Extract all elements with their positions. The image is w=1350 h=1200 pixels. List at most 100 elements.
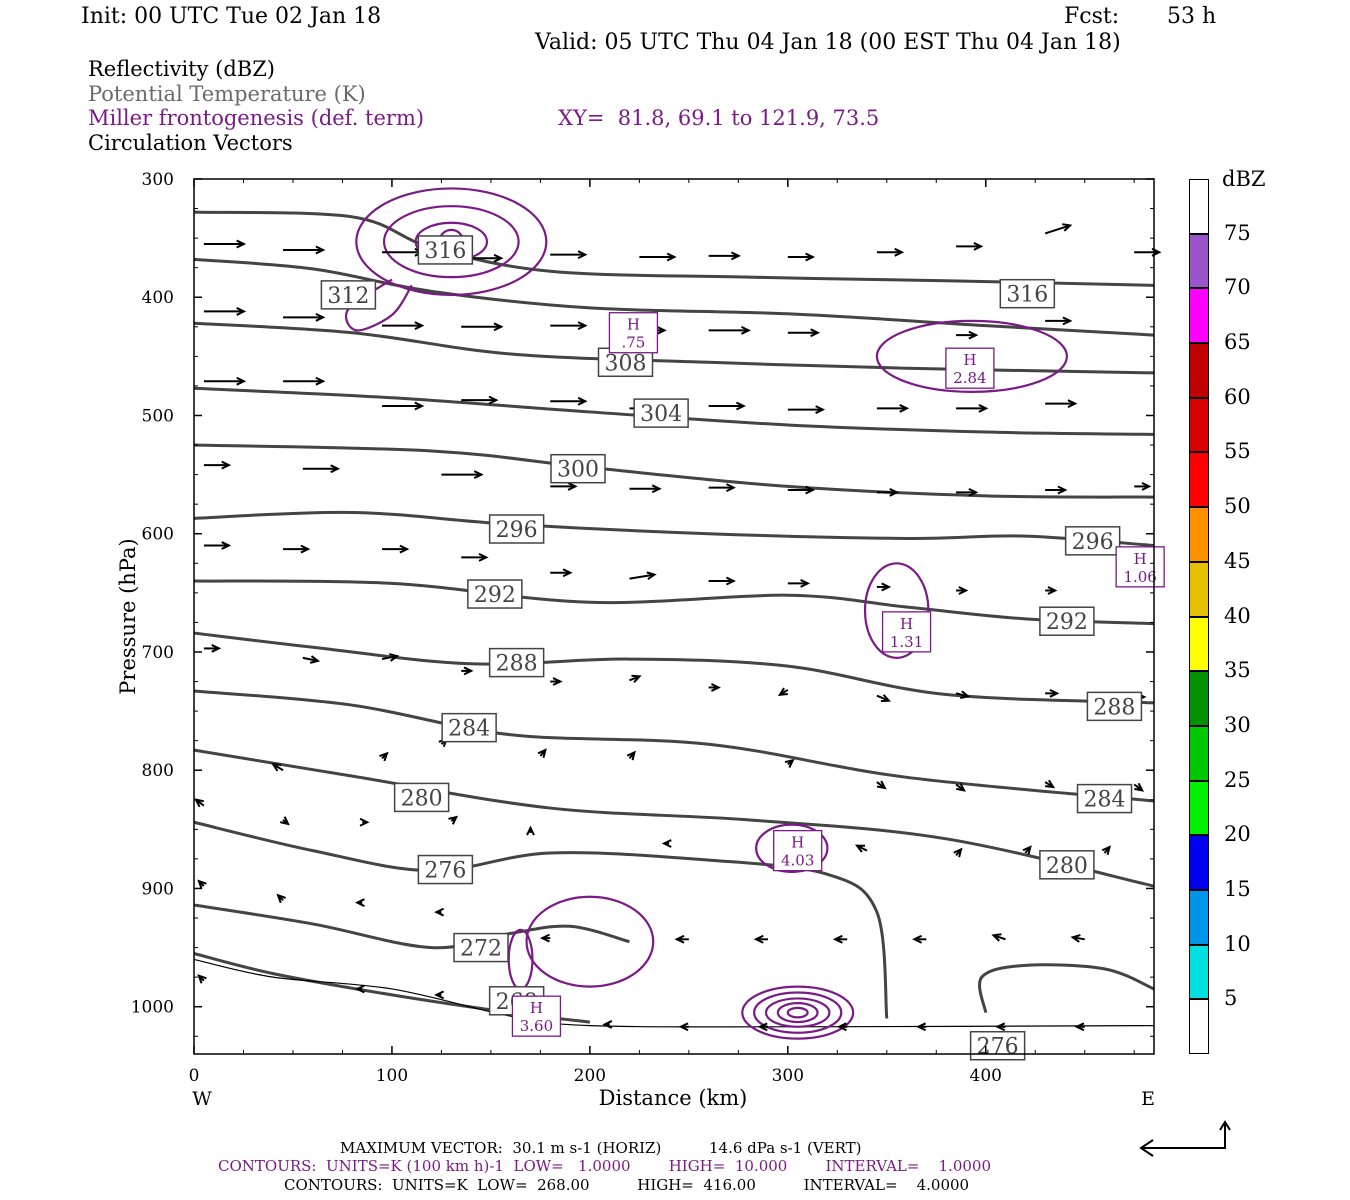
- vector-head: [784, 758, 795, 768]
- theta-label: 280: [1039, 850, 1095, 880]
- vector-head: [448, 815, 459, 825]
- miller-max-value: 3.60: [520, 1017, 553, 1035]
- theta-label-text: 292: [1046, 610, 1088, 635]
- theta-label: 292: [1039, 606, 1095, 636]
- theta-label-box: [488, 514, 545, 544]
- miller-max: H4.03: [773, 829, 823, 872]
- circulation-vector: [203, 307, 247, 316]
- circulation-vector: [203, 460, 232, 470]
- circulation-vector: [441, 470, 484, 479]
- colorbar-level-label: 55: [1224, 439, 1251, 464]
- circulation-vector: [1044, 779, 1056, 789]
- colorbar-segment: [1189, 671, 1209, 726]
- circulation-vector: [461, 552, 489, 562]
- vector-head: [678, 1022, 689, 1032]
- circulation-vector: [381, 653, 400, 662]
- circulation-vector: [955, 690, 971, 699]
- miller-max-letter: H: [627, 316, 640, 334]
- circulation-vector: [787, 579, 811, 588]
- vector-shaft: [629, 573, 655, 580]
- x-axis-label: Distance (km): [599, 1086, 748, 1110]
- colorbar-level-label: 5: [1224, 986, 1238, 1011]
- vector-head: [493, 253, 504, 263]
- colorbar-segment: [1189, 725, 1209, 781]
- circulation-vector: [550, 482, 578, 491]
- theta-label-text: 316: [1006, 283, 1048, 308]
- vector-head: [651, 484, 662, 494]
- miller-max: H2.84: [945, 347, 995, 389]
- theta-label-box: [320, 280, 377, 310]
- colorbar-unit: dBZ: [1222, 167, 1266, 191]
- vector-head: [960, 690, 971, 699]
- circulation-vector: [203, 541, 232, 550]
- vector-head: [1057, 485, 1068, 495]
- theta-label-text: 276: [424, 859, 466, 884]
- circulation-vector: [991, 933, 1006, 942]
- theta-label: 304: [633, 398, 689, 428]
- legend-miller: Miller frontogenesis (def. term): [88, 106, 425, 130]
- theta-label: 272: [453, 932, 509, 963]
- circulation-vector: [629, 674, 642, 683]
- vector-head: [1134, 782, 1145, 792]
- circulation-vector: [956, 404, 989, 413]
- vector-head: [912, 934, 923, 944]
- vector-head: [958, 586, 969, 595]
- theta-label: 292: [467, 579, 523, 609]
- circulation-vector: [876, 694, 892, 703]
- colorbar-segment: [1189, 561, 1209, 617]
- circulation-vector: [787, 485, 816, 495]
- colorbar-level-label: 70: [1224, 275, 1251, 300]
- vector-head: [995, 1022, 1006, 1032]
- vector-head: [805, 252, 816, 262]
- vector-head: [399, 544, 410, 554]
- circulation-vector: [956, 242, 984, 251]
- circulation-vector: [302, 464, 341, 474]
- circulation-vector: [626, 750, 636, 761]
- circulation-vector: [708, 683, 721, 692]
- miller-max-value: 4.03: [781, 852, 814, 870]
- circulation-vector: [283, 312, 326, 322]
- colorbar-segment: [1189, 616, 1209, 672]
- theta-label-box: [441, 712, 497, 743]
- circulation-vector: [1070, 934, 1085, 943]
- miller-contour: [741, 985, 855, 1040]
- vector-shaft: [1044, 224, 1071, 235]
- vector-head: [236, 307, 247, 316]
- miller-contour: [863, 562, 930, 659]
- vector-head: [815, 405, 826, 414]
- vector-head: [463, 666, 474, 676]
- colorbar-level-label: 75: [1224, 220, 1251, 245]
- vector-head: [473, 470, 484, 479]
- miller-contour: [382, 205, 520, 279]
- circulation-vector: [448, 815, 459, 825]
- vector-head: [276, 893, 286, 904]
- theta-label-box: [1039, 606, 1095, 636]
- circulation-vector: [434, 990, 445, 1000]
- circulation-vector: [995, 1022, 1006, 1032]
- circulation-vector: [550, 568, 573, 578]
- vector-head: [414, 401, 425, 411]
- circulation-vector: [1134, 482, 1152, 491]
- legend-xy: XY= 81.8, 69.1 to 121.9, 73.5: [558, 106, 880, 130]
- circulation-vector: [1045, 399, 1078, 409]
- vector-head: [478, 552, 489, 562]
- circulation-vector: [674, 934, 689, 944]
- vector-head: [493, 322, 504, 332]
- theta-label-text: 296: [1072, 530, 1114, 555]
- vector-head: [805, 485, 816, 495]
- circulation-vector: [276, 893, 286, 904]
- theta-label: 288: [488, 647, 545, 678]
- forecast-label: Fcst:: [1064, 4, 1120, 29]
- vector-head: [1062, 223, 1073, 232]
- circulation-vector: [194, 798, 205, 808]
- theta-label: 284: [441, 712, 497, 743]
- theta-label: 296: [1064, 526, 1121, 556]
- miller-max-letter: H: [1134, 550, 1147, 568]
- miller-max: H.75: [608, 312, 659, 354]
- vector-head: [537, 748, 547, 759]
- vector-head: [656, 325, 667, 335]
- vector-head: [711, 683, 721, 692]
- reference-vector-icon: [1139, 1120, 1231, 1157]
- vector-head: [953, 847, 963, 858]
- circulation-vector: [708, 401, 746, 411]
